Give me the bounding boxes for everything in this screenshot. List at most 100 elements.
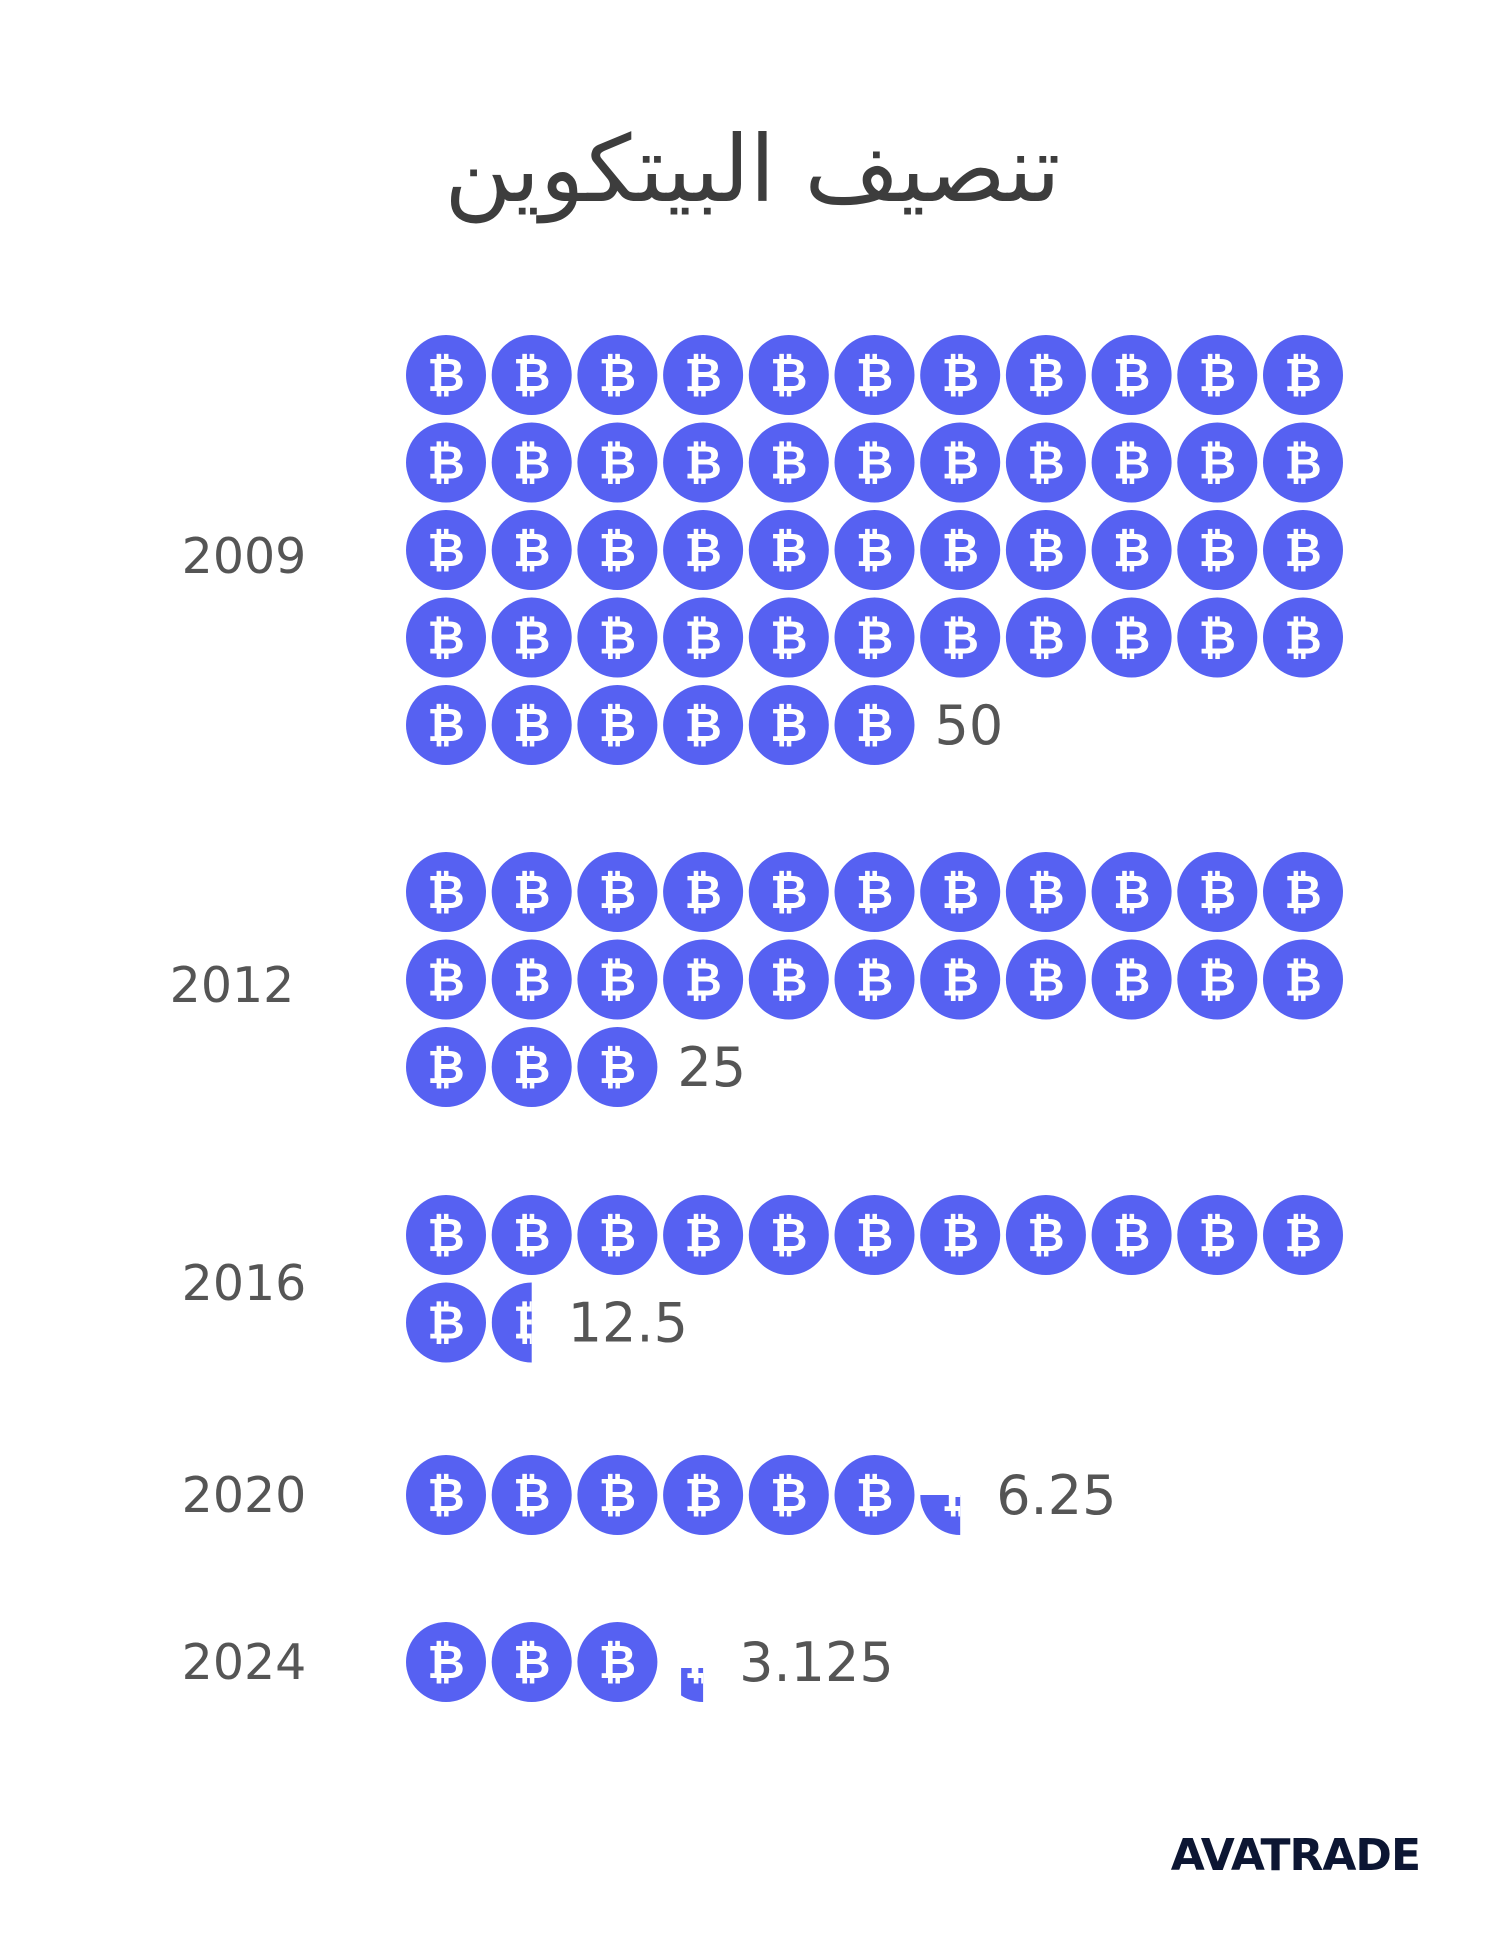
bitcoin-icon: ₿	[599, 698, 637, 752]
bitcoin-coin: ₿	[1005, 335, 1086, 415]
bitcoin-coin: ₿	[920, 1495, 961, 1535]
bitcoin-icon: ₿	[599, 523, 637, 577]
coin-circle	[577, 1455, 658, 1535]
coin-circle	[834, 939, 915, 1020]
bitcoin-coin: ₿	[1263, 939, 1343, 1020]
coin-circle	[1177, 1195, 1258, 1275]
bitcoin-coin: ₿	[834, 510, 915, 590]
bitcoin-icon: ₿	[427, 953, 465, 1007]
bitcoin-icon: ₿	[1113, 436, 1151, 490]
coin-circle	[920, 852, 1001, 932]
bitcoin-coin: ₿	[663, 1455, 744, 1535]
coin-circle	[491, 685, 572, 765]
bitcoin-icon: ₿	[1284, 348, 1322, 402]
coin-circle	[748, 685, 829, 765]
bitcoin-coin: ₿	[406, 1455, 486, 1535]
bitcoin-coin: ₿	[748, 1455, 829, 1535]
coin-circle	[406, 510, 486, 590]
bitcoin-icon: ₿	[513, 1635, 551, 1689]
coin-circle	[1091, 422, 1172, 503]
coin-circle	[1005, 422, 1086, 503]
bitcoin-icon: ₿	[427, 1635, 465, 1689]
bitcoin-coin: ₿	[491, 939, 572, 1020]
year-label: 2024	[182, 1634, 307, 1691]
bitcoin-icon: ₿	[941, 1208, 979, 1262]
coin-circle	[748, 1195, 829, 1275]
bitcoin-icon: ₿	[427, 1208, 465, 1262]
bitcoin-coin: ₿	[577, 597, 658, 678]
bitcoin-coin: ₿	[577, 1027, 658, 1107]
bitcoin-coin: ₿	[577, 335, 658, 415]
bitcoin-coin: ₿	[406, 1195, 486, 1275]
bitcoin-coin: ₿	[834, 335, 915, 415]
bitcoin-icon: ₿	[427, 865, 465, 919]
bitcoin-coin: ₿	[1091, 335, 1172, 415]
coin-circle	[406, 852, 486, 932]
bitcoin-coin: ₿	[491, 1622, 572, 1702]
bitcoin-icon: ₿	[427, 523, 465, 577]
coin-circle	[577, 597, 658, 678]
bitcoin-coin: ₿	[920, 852, 1001, 932]
bitcoin-coin: ₿	[1005, 597, 1086, 678]
bitcoin-coin: ₿	[834, 422, 915, 503]
bitcoin-coin: ₿	[920, 1195, 1001, 1275]
coin-circle	[1177, 852, 1258, 932]
bitcoin-icon: ₿	[941, 523, 979, 577]
coin-circle	[1177, 422, 1258, 503]
bitcoin-coin: ₿	[406, 939, 486, 1020]
bitcoin-coin: ₿	[1091, 597, 1172, 678]
coin-circle	[406, 422, 486, 503]
bitcoin-icon: ₿	[513, 611, 551, 665]
brand-name: AVATRADE	[1170, 1830, 1421, 1881]
value-label: 6.25	[996, 1464, 1116, 1527]
coin-circle	[1263, 510, 1343, 590]
bitcoin-coin: ₿	[406, 1622, 486, 1702]
coin-circle	[834, 1195, 915, 1275]
coin-circle	[406, 685, 486, 765]
coin-circle	[491, 1622, 572, 1702]
coin-circle	[663, 422, 744, 503]
bitcoin-coin: ₿	[1005, 510, 1086, 590]
bitcoin-coin: ₿	[577, 852, 658, 932]
bitcoin-coin: ₿	[577, 1622, 658, 1702]
coin-circle	[1091, 335, 1172, 415]
bitcoin-icon: ₿	[599, 611, 637, 665]
bitcoin-icon: ₿	[684, 523, 722, 577]
bitcoin-coin: ₿	[1005, 422, 1086, 503]
coin-circle	[663, 852, 744, 932]
value-label: 25	[677, 1036, 746, 1099]
bitcoin-coin: ₿	[663, 939, 744, 1020]
bitcoin-icon: ₿	[1113, 523, 1151, 577]
bitcoin-coin: ₿	[577, 422, 658, 503]
coin-circle	[1263, 597, 1343, 678]
bitcoin-icon: ₿	[770, 611, 808, 665]
coin-circle	[1091, 1195, 1172, 1275]
bitcoin-icon: ₿	[427, 1040, 465, 1094]
coin-circle	[491, 597, 572, 678]
coin-circle	[1263, 335, 1343, 415]
coin-circle	[1091, 510, 1172, 590]
year-label: 2012	[170, 957, 295, 1014]
coin-circle	[681, 1668, 704, 1702]
bitcoin-icon: ₿	[941, 953, 979, 1007]
bitcoin-icon: ₿	[1027, 523, 1065, 577]
bitcoin-coin: ₿	[1263, 597, 1343, 678]
coin-circle	[1005, 852, 1086, 932]
bitcoin-coin: ₿	[663, 422, 744, 503]
bitcoin-coin: ₿	[920, 510, 1001, 590]
bitcoin-coin: ₿	[491, 597, 572, 678]
bitcoin-icon: ₿	[684, 348, 722, 402]
bitcoin-icon: ₿	[427, 348, 465, 402]
bitcoin-coin: ₿	[748, 510, 829, 590]
coin-circle	[920, 1495, 961, 1535]
bitcoin-coin: ₿	[748, 1195, 829, 1275]
bitcoin-icon: ₿	[856, 865, 894, 919]
coin-circle	[1091, 852, 1172, 932]
bitcoin-icon: ₿	[770, 523, 808, 577]
coin-circle	[834, 510, 915, 590]
bitcoin-icon: ₿	[599, 953, 637, 1007]
bitcoin-icon: ₿	[1284, 436, 1322, 490]
bitcoin-icon: ₿	[684, 611, 722, 665]
bitcoin-icon: ₿	[684, 1468, 722, 1522]
bitcoin-icon: ₿	[684, 865, 722, 919]
